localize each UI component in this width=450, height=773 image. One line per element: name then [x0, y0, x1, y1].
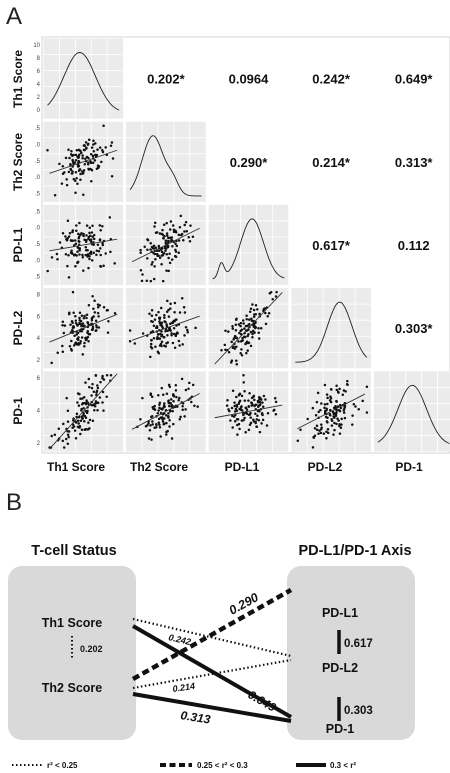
- tick-label: 4: [37, 336, 41, 342]
- cell-pd-l1-vs-pd-l1: [208, 204, 289, 286]
- pd-axis-box: [287, 566, 415, 740]
- cell-th2-score-vs-th1-score: [43, 121, 124, 202]
- row-label-pd1: PD-1: [11, 397, 25, 425]
- correlation-th1-score-pd-l1: 0.0964: [229, 72, 270, 87]
- cell-pd-l2-vs-th1-score: [43, 288, 124, 369]
- node-pd-1: PD-1: [326, 722, 355, 736]
- pdl2-pd1-value: 0.303: [344, 705, 373, 717]
- panel-a-letter: A: [6, 3, 22, 30]
- th1-th2-value: 0.202: [80, 644, 103, 654]
- row-label-th2: Th2 Score: [11, 133, 25, 191]
- cell-pd-1-vs-th2-score: [126, 371, 206, 452]
- cell-pd-l2-vs-pd-l1: [208, 288, 289, 369]
- row-label-pdl2: PD-L2: [11, 310, 25, 345]
- tick-label: 10: [33, 43, 40, 49]
- cell-pd-1-vs-pd-l2: [291, 371, 371, 452]
- cell-pd-l1-vs-th2-score: [126, 204, 206, 286]
- tick-label: .5: [35, 209, 41, 215]
- tick-label: .0: [35, 258, 41, 264]
- edge-label-th2-pdl1: 0.290: [227, 590, 261, 617]
- tick-label: 4: [37, 408, 41, 414]
- cell-pd-1-vs-pd-l1: [208, 371, 289, 452]
- tick-label: 2: [37, 441, 41, 447]
- tick-label: .5: [35, 159, 41, 165]
- cell-th2-score-vs-th2-score: [126, 121, 206, 202]
- node-pd-l1: PD-L1: [322, 606, 358, 620]
- tick-label: 0: [37, 108, 41, 114]
- cell-pd-l2-vs-pd-l2: [291, 288, 371, 369]
- pair-matrix: 10 8 6 4 2 0 .5 .0 .5 .0 .5 .5 .0 .5 .0 .5 8 6 4 2 6 4 2 0.202*…: [33, 38, 450, 452]
- correlation-th1-score-pd-1: 0.649*: [395, 72, 434, 87]
- tick-label: 6: [37, 69, 41, 75]
- panel-b-letter: B: [6, 489, 22, 516]
- correlation-th2-score-pd-1: 0.313*: [395, 155, 434, 170]
- col-label-pd1: PD-1: [395, 460, 423, 474]
- tick-label: 2: [37, 358, 41, 364]
- node-th2-score: Th2 Score: [42, 681, 102, 695]
- edge-label-th1-pdl2: 0.242: [168, 632, 192, 647]
- pdl1-pdl2-value: 0.617: [344, 638, 373, 650]
- cell-pd-1-vs-th1-score: [43, 371, 124, 452]
- cell-pd-l2-vs-th2-score: [126, 288, 206, 369]
- correlation-th1-score-th2-score: 0.202*: [147, 72, 186, 87]
- edge-th1-pd1: [132, 624, 292, 719]
- row-label-th1: Th1 Score: [11, 50, 25, 108]
- cell-pd-l1-vs-th1-score: [43, 204, 124, 286]
- tick-label: .5: [35, 275, 41, 281]
- tick-label: .0: [35, 143, 41, 149]
- edge-th2-pd1: [132, 692, 292, 723]
- edge-label-th1-pd1: 0.649: [246, 687, 279, 714]
- col-label-th1: Th1 Score: [47, 460, 105, 474]
- tick-label: 6: [37, 376, 41, 382]
- cell-pd-1-vs-pd-1: [373, 371, 450, 452]
- col-label-pdl1: PD-L1: [225, 460, 260, 474]
- tcell-status-title: T-cell Status: [31, 543, 116, 559]
- tick-label: .0: [35, 175, 41, 181]
- tick-label: 6: [37, 314, 41, 320]
- correlation-pd-l2-pd-1: 0.303*: [395, 321, 434, 336]
- cell-th1-score-vs-th1-score: [43, 38, 124, 119]
- col-label-pdl2: PD-L2: [308, 460, 343, 474]
- row-label-pdl1: PD-L1: [11, 227, 25, 262]
- tick-label: .5: [35, 242, 41, 248]
- correlation-pd-l1-pd-1: 0.112: [398, 238, 430, 253]
- edge-label-th2-pdl2: 0.214: [172, 681, 196, 694]
- axis-title: PD-L1/PD-1 Axis: [298, 543, 411, 559]
- legend: r² < 0.25 0.25 < r² < 0.3 0.3 < r²: [12, 761, 356, 770]
- edge-label-th2-pd1: 0.313: [180, 708, 212, 727]
- node-th1-score: Th1 Score: [42, 616, 102, 630]
- edge-th2-pdl2: [132, 658, 292, 690]
- tick-label: 4: [37, 82, 41, 88]
- correlation-th2-score-pd-l2: 0.214*: [312, 155, 351, 170]
- node-pd-l2: PD-L2: [322, 661, 358, 675]
- tick-label: .5: [35, 126, 41, 132]
- correlation-th1-score-pd-l2: 0.242*: [312, 72, 351, 87]
- correlation-th2-score-pd-l1: 0.290*: [230, 155, 269, 170]
- legend-dashed-label: 0.25 < r² < 0.3: [197, 761, 248, 770]
- matrix-frame: [41, 36, 450, 454]
- edge-th1-pdl2: [132, 617, 292, 658]
- tick-label: 8: [37, 56, 41, 62]
- tick-label: .5: [35, 191, 41, 197]
- tick-label: 2: [37, 95, 41, 101]
- edge-th2-pdl1: [131, 588, 293, 681]
- tick-label: .0: [35, 226, 41, 232]
- correlation-pd-l1-pd-l2: 0.617*: [312, 238, 351, 253]
- legend-solid-label: 0.3 < r²: [330, 761, 356, 770]
- tick-label: 8: [37, 293, 41, 299]
- col-label-th2: Th2 Score: [130, 460, 188, 474]
- legend-dotted-label: r² < 0.25: [47, 761, 78, 770]
